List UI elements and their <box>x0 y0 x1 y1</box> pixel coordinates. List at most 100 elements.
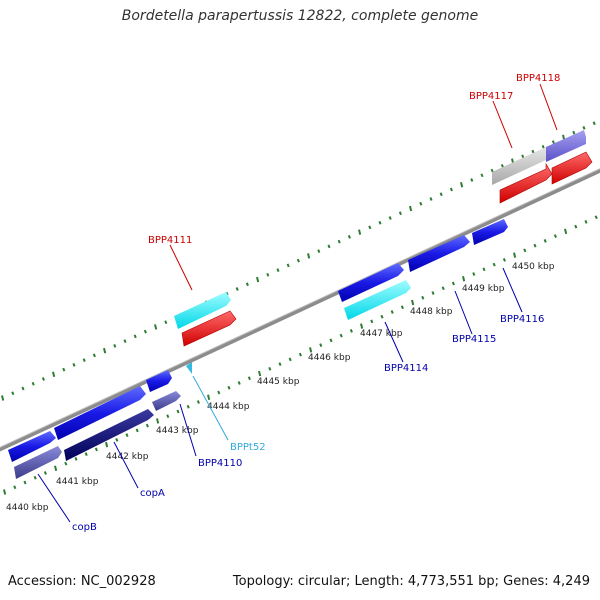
tick-mark <box>500 163 504 168</box>
tick-mark <box>62 367 66 372</box>
tick-label: 4448 kbp <box>410 307 453 317</box>
tick-mark <box>309 347 313 353</box>
tick-mark <box>41 377 45 381</box>
tick-mark <box>166 414 170 419</box>
tick-mark <box>296 258 300 263</box>
tick-mark <box>156 418 160 424</box>
tick-mark <box>54 465 58 472</box>
tick-mark <box>247 376 251 381</box>
tick-mark <box>23 480 27 485</box>
tick-mark <box>398 211 402 216</box>
tick-mark <box>419 201 423 206</box>
tick-mark <box>523 248 527 253</box>
tick-mark <box>378 220 382 225</box>
gene-label-BPP4117: BPP4117 <box>469 91 513 102</box>
genome-backbone <box>0 168 600 452</box>
tick-mark <box>329 338 333 343</box>
feature-BPPt52[interactable] <box>186 362 192 374</box>
feature-copA[interactable] <box>54 386 154 461</box>
leader-lines <box>37 83 558 523</box>
tick-label: 4441 kbp <box>56 477 99 487</box>
gene-label-BPP4115: BPP4115 <box>452 334 496 345</box>
feature-BPP4116[interactable] <box>472 219 508 245</box>
tick-mark <box>186 404 190 409</box>
tick-label: 4440 kbp <box>6 503 49 513</box>
tick-mark <box>521 154 525 159</box>
feature-BPP4110[interactable] <box>146 370 181 411</box>
tick-mark <box>3 489 7 495</box>
feature-copB[interactable] <box>8 431 62 479</box>
tick-mark <box>64 461 68 466</box>
tick-mark <box>135 428 139 433</box>
tick-mark <box>409 205 413 212</box>
tick-label: 4446 kbp <box>308 353 351 363</box>
tick-label: 4445 kbp <box>257 377 300 387</box>
tick-mark <box>390 310 394 314</box>
scale-labels: 4440 kbp 4441 kbp 4442 kbp 4443 kbp 4444… <box>6 262 555 513</box>
tick-mark <box>317 249 321 253</box>
tick-mark <box>307 253 311 259</box>
tick-mark <box>82 358 86 362</box>
gene-label-BPP4110: BPP4110 <box>198 458 242 469</box>
gene-label-BPPt52: BPPt52 <box>230 442 266 453</box>
tick-mark <box>482 267 486 272</box>
gene-label-BPP4118: BPP4118 <box>516 73 560 84</box>
gene-label-BPP4114: BPP4114 <box>384 363 428 374</box>
tick-mark <box>1 395 5 401</box>
tick-mark <box>451 281 455 286</box>
tick-mark <box>143 329 147 334</box>
tick-mark <box>11 391 15 396</box>
feature-BPP4118[interactable] <box>546 130 593 185</box>
feature-BPP4114[interactable] <box>338 263 411 320</box>
map-title: Bordetella parapertussis 12822, complete… <box>121 8 479 24</box>
tick-mark <box>105 441 109 448</box>
tick-mark <box>125 433 129 438</box>
tick-mark <box>490 168 494 173</box>
tick-mark <box>460 182 464 188</box>
gene-label-BPP4111: BPP4111 <box>148 235 192 246</box>
tick-mark <box>388 216 392 220</box>
feature-BPP4115[interactable] <box>408 235 470 272</box>
tick-mark <box>400 305 404 310</box>
tick-mark <box>123 339 127 344</box>
tick-mark <box>245 282 249 287</box>
tick-mark <box>21 386 25 391</box>
tick-mark <box>92 353 96 358</box>
tick-mark <box>235 287 239 291</box>
tick-mark <box>103 347 107 354</box>
tick-mark <box>154 324 158 330</box>
tick-mark <box>298 352 302 357</box>
tick-mark <box>502 257 506 262</box>
tick-mark <box>266 272 270 277</box>
tick-mark <box>268 366 272 371</box>
tick-mark <box>327 244 331 249</box>
gene-label-copA: copA <box>140 488 165 499</box>
tick-mark <box>196 400 200 404</box>
tick-mark <box>74 456 78 461</box>
tick-mark <box>582 126 586 130</box>
tick-mark <box>349 329 353 333</box>
tick-mark <box>31 381 35 386</box>
tick-mark <box>543 239 547 243</box>
tick-mark <box>564 228 568 235</box>
tick-mark <box>207 394 211 400</box>
tick-mark <box>278 362 282 366</box>
tick-mark <box>370 319 374 324</box>
feature-BPP4111[interactable] <box>174 292 237 347</box>
tick-mark <box>145 423 149 428</box>
tick-mark <box>513 252 517 258</box>
tick-mark <box>133 334 137 339</box>
tick-mark <box>531 149 535 154</box>
tick-mark <box>358 229 362 235</box>
tick-mark <box>319 343 323 347</box>
tick-label: 4442 kbp <box>106 452 149 462</box>
tick-mark <box>33 475 37 480</box>
tick-mark <box>115 438 119 442</box>
tick-mark <box>43 471 47 475</box>
tick-label: 4450 kbp <box>512 262 555 272</box>
tick-mark <box>339 333 343 338</box>
tick-mark <box>360 323 364 329</box>
tick-mark <box>553 234 557 239</box>
tick-mark <box>572 130 576 135</box>
